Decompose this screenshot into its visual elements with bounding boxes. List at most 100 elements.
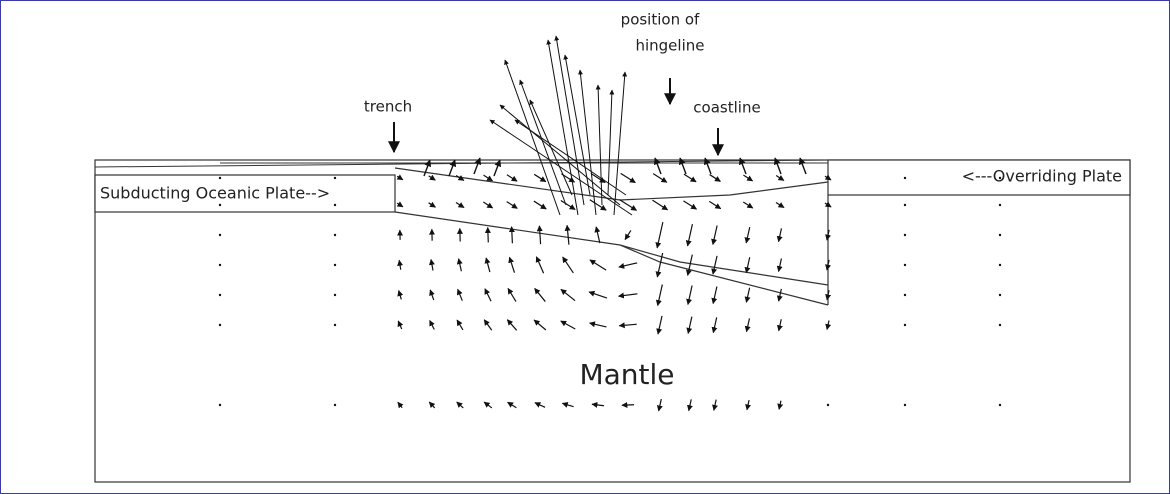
velocity-arrow	[508, 288, 516, 301]
velocity-arrow	[779, 401, 781, 410]
mantle-label: Mantle	[579, 358, 674, 391]
velocity-arrow	[776, 176, 784, 181]
velocity-arrow	[625, 230, 631, 239]
velocity-arrow	[507, 175, 517, 181]
frame	[1, 1, 1170, 494]
velocity-arrow	[590, 260, 606, 270]
velocity-arrow	[591, 173, 605, 182]
velocity-dot	[334, 177, 336, 179]
velocity-field	[219, 36, 1001, 411]
velocity-arrow	[508, 402, 517, 407]
velocity-arrow	[658, 316, 662, 334]
velocity-arrow	[507, 320, 516, 331]
velocity-dot	[219, 404, 221, 406]
figure: position of hingeline trench coastline S…	[0, 0, 1170, 494]
velocity-arrow	[535, 403, 545, 408]
velocity-arrow	[429, 176, 436, 180]
velocity-arrow	[746, 257, 749, 272]
velocity-arrow	[688, 317, 692, 334]
velocity-arrow	[483, 202, 492, 208]
velocity-arrow	[619, 263, 637, 267]
velocity-dot	[219, 177, 221, 179]
velocity-arrow	[458, 289, 463, 300]
velocity-arrow	[424, 160, 430, 176]
velocity-arrow	[484, 402, 492, 408]
velocity-arrow	[713, 256, 717, 274]
velocity-arrow	[688, 286, 692, 305]
velocity-arrow	[746, 227, 750, 243]
velocity-arrow	[485, 289, 491, 301]
velocity-arrow	[590, 323, 607, 327]
velocity-arrow	[713, 226, 717, 245]
velocity-arrow	[779, 289, 782, 301]
velocity-arrow	[689, 399, 692, 410]
velocity-arrow	[743, 202, 753, 208]
velocity-arrow	[430, 320, 435, 329]
velocity-arrow	[713, 317, 716, 332]
velocity-arrow	[683, 201, 696, 209]
velocity-arrow	[590, 200, 606, 210]
velocity-arrow	[535, 288, 546, 301]
velocity-dot	[904, 404, 906, 406]
velocity-dot	[219, 234, 221, 236]
velocity-arrow	[561, 321, 576, 329]
velocity-arrow	[567, 225, 569, 244]
velocity-dot	[999, 264, 1001, 266]
velocity-arrow	[449, 160, 455, 176]
plate-label: Subducting Oceanic Plate-->	[100, 184, 330, 203]
velocity-dot	[999, 294, 1001, 296]
label: hingeline	[635, 37, 704, 55]
velocity-arrow	[659, 399, 662, 411]
velocity-dot	[219, 264, 221, 266]
velocity-dot	[219, 204, 221, 206]
velocity-arrow	[710, 175, 721, 182]
velocity-arrow	[561, 289, 575, 300]
velocity-arrow	[827, 320, 829, 329]
velocity-arrow	[536, 257, 543, 273]
velocity-arrow	[619, 324, 636, 325]
velocity-arrow	[714, 400, 716, 411]
velocity-arrow	[747, 318, 750, 331]
velocity-dot	[904, 204, 906, 206]
velocity-arrow	[507, 202, 518, 209]
velocity-arrow	[622, 405, 634, 406]
velocity-arrow	[709, 201, 720, 208]
velocity-arrow	[619, 294, 638, 296]
velocity-arrow	[539, 226, 540, 244]
velocity-dot	[904, 294, 906, 296]
velocity-arrow	[743, 175, 752, 181]
velocity-arrow	[776, 202, 784, 207]
velocity-arrow	[488, 228, 489, 243]
slab-top	[395, 168, 828, 200]
velocity-arrow	[397, 176, 403, 180]
label: coastline	[693, 99, 760, 117]
velocity-arrow	[589, 292, 607, 298]
velocity-arrow	[486, 258, 490, 272]
velocity-arrow	[457, 402, 464, 408]
velocity-arrow	[399, 260, 400, 269]
velocity-arrow	[652, 200, 667, 210]
velocity-arrow	[658, 284, 663, 305]
velocity-arrow	[779, 319, 782, 330]
label: trench	[364, 98, 412, 116]
velocity-arrow	[429, 402, 434, 408]
velocity-arrow	[459, 259, 462, 272]
velocity-arrow	[534, 201, 546, 209]
velocity-arrow	[608, 90, 612, 195]
velocity-arrow	[563, 257, 574, 273]
velocity-arrow	[747, 400, 749, 410]
velocity-arrow	[562, 403, 573, 406]
velocity-arrow	[397, 203, 403, 207]
label: position of	[621, 11, 700, 29]
velocity-dot	[999, 204, 1001, 206]
velocity-arrow	[779, 228, 782, 241]
velocity-dot	[999, 404, 1001, 406]
velocity-arrow	[534, 320, 546, 330]
velocity-dot	[334, 264, 336, 266]
velocity-arrow	[512, 227, 513, 244]
page: position of hingeline trench coastline S…	[0, 0, 1170, 494]
velocity-arrow	[713, 287, 717, 304]
velocity-dot	[904, 234, 906, 236]
velocity-arrow	[510, 257, 515, 272]
velocity-arrow	[430, 290, 434, 300]
